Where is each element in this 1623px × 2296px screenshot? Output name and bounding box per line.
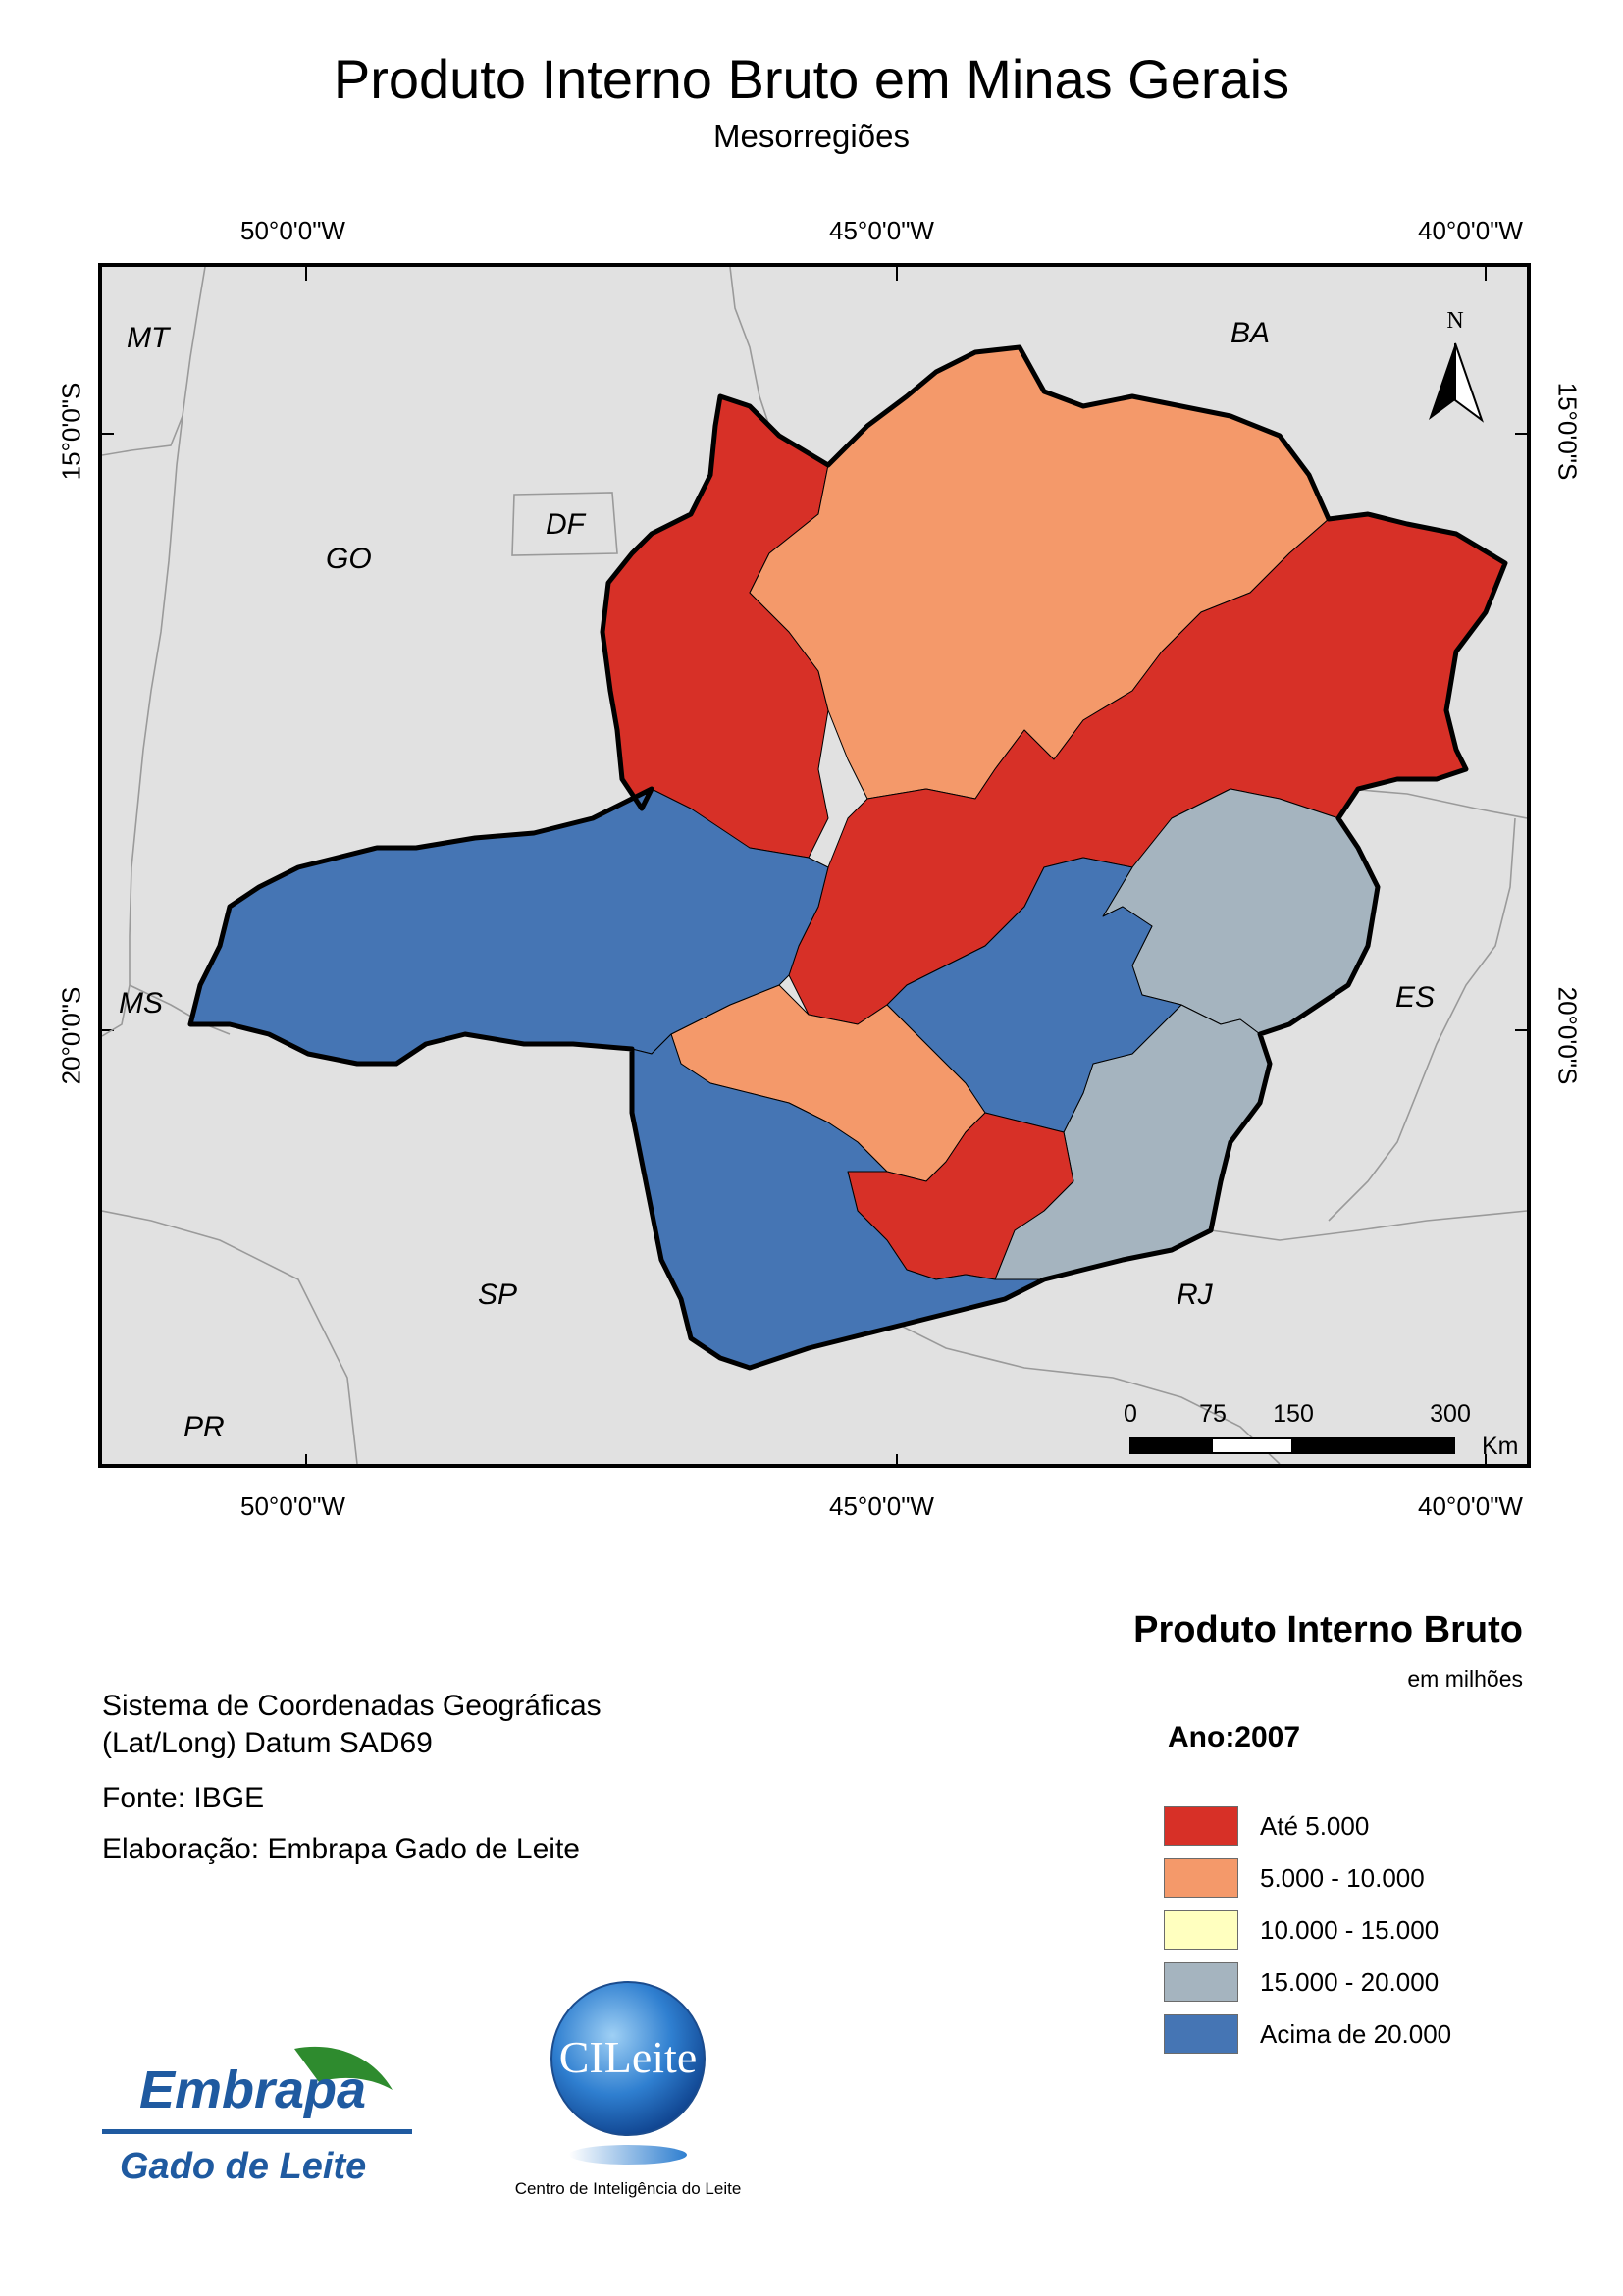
north-arrow: N [1429,308,1485,423]
legend-swatch [1164,1858,1238,1898]
map-frame: MT BA GO DF MS ES SP RJ PR N 0 75 150 30… [98,263,1531,1468]
graticule-top-label: 45°0'0"W [829,216,934,245]
legend-item: 10.000 - 15.000 [1164,1909,1439,1951]
map-title: Produto Interno Bruto em Minas Gerais [333,48,1290,110]
scale-tick: 0 [1124,1400,1137,1428]
legend-title: Produto Interno Bruto [1133,1609,1523,1650]
map-subtitle: Mesorregiões [713,118,910,154]
legend-item: 5.000 - 10.000 [1164,1857,1425,1899]
legend-unit: em milhões [1407,1666,1523,1692]
cileite-badge-text: CILeite [559,2032,698,2082]
legend-item: Acima de 20.000 [1164,2013,1451,2055]
map-canvas: MT BA GO DF MS ES SP RJ PR N 0 75 150 30… [102,267,1527,1464]
scale-tick: 300 [1430,1400,1471,1428]
coordinate-system-line1: Sistema de Coordenadas Geográficas [102,1690,602,1722]
legend-label: 5.000 - 10.000 [1260,1862,1425,1893]
legend-item: Até 5.000 [1164,1805,1369,1847]
graticule-right-label: 20°0'0"S [1552,986,1583,1085]
scale-unit: Km [1482,1433,1519,1460]
scale-tick: 150 [1273,1400,1314,1428]
source-text: Fonte: IBGE [102,1782,265,1814]
state-label: BA [1230,317,1270,349]
graticule-bottom-label: 50°0'0"W [240,1491,345,1521]
graticule-top-label: 50°0'0"W [240,216,345,245]
embrapa-logo: Embrapa Gado de Leite [98,2031,432,2188]
legend-swatch [1164,1910,1238,1950]
state-label: MS [119,987,163,1019]
cileite-logo: CILeite Centro de Inteligência do Leite [491,1972,765,2204]
state-label: RJ [1177,1278,1214,1311]
legend-swatch [1164,2014,1238,2054]
legend-item: 15.000 - 20.000 [1164,1961,1439,2003]
state-label: GO [326,543,372,575]
graticule-bottom-label: 45°0'0"W [829,1491,934,1521]
authorship-text: Elaboração: Embrapa Gado de Leite [102,1833,580,1865]
mesoregions [187,344,1508,1371]
cileite-caption: Centro de Inteligência do Leite [515,2179,742,2198]
state-label: SP [478,1278,517,1311]
scale-bar: 0 75 150 300 Km [1124,1400,1518,1460]
graticule-bottom-label: 40°0'0"W [1418,1491,1523,1521]
graticule-left-label: 15°0'0"S [56,382,86,481]
legend-swatch [1164,1962,1238,2002]
embrapa-subtitle: Gado de Leite [120,2146,366,2187]
legend-label: Até 5.000 [1260,1810,1370,1841]
legend-label: 15.000 - 20.000 [1260,1966,1440,1997]
scale-tick: 75 [1199,1400,1227,1428]
legend-label: 10.000 - 15.000 [1260,1914,1440,1945]
coordinate-system-line2: (Lat/Long) Datum SAD69 [102,1727,433,1759]
graticule-top-label: 40°0'0"W [1418,216,1523,245]
legend-year: Ano:2007 [1168,1721,1301,1753]
state-label: ES [1395,981,1435,1014]
legend-swatch [1164,1806,1238,1846]
embrapa-wordmark: Embrapa [139,2061,366,2119]
graticule-left-label: 20°0'0"S [56,986,86,1085]
state-borders [102,267,1527,1464]
minas-gerais-outline [187,344,1508,1371]
legend-label: Acima de 20.000 [1260,2018,1452,2049]
state-label: PR [183,1411,225,1443]
state-label: DF [546,508,587,541]
state-label: MT [127,322,172,354]
graticule-right-label: 15°0'0"S [1552,382,1583,481]
north-label: N [1446,308,1463,334]
